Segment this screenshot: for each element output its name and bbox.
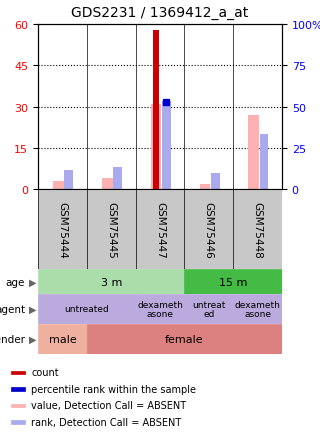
Bar (64, 171, 73, 190)
Text: gender: gender (0, 334, 25, 344)
Bar (153, 30, 159, 190)
Text: untreated: untreated (64, 305, 109, 314)
Bar (87, 324, 282, 354)
Text: dexameth
asone: dexameth asone (137, 300, 183, 319)
Bar (11, 404, 25, 407)
Text: untreat
ed: untreat ed (192, 300, 226, 319)
Bar (136, 190, 184, 270)
Bar (11, 421, 25, 424)
Bar (38, 190, 87, 270)
Bar (200, 184, 210, 190)
Text: female: female (165, 334, 204, 344)
Text: ▶: ▶ (29, 277, 37, 287)
Text: count: count (31, 368, 59, 378)
Bar (233, 294, 282, 324)
Bar (184, 294, 233, 324)
Text: male: male (49, 334, 76, 344)
Bar (11, 371, 25, 375)
Text: percentile rank within the sample: percentile rank within the sample (31, 384, 196, 394)
Text: dexameth
asone: dexameth asone (235, 300, 281, 319)
Text: GDS2231 / 1369412_a_at: GDS2231 / 1369412_a_at (71, 6, 249, 20)
Bar (38, 294, 136, 324)
Text: age: age (6, 277, 25, 287)
Text: agent: agent (0, 304, 25, 314)
Bar (38, 270, 184, 294)
Text: GSM75447: GSM75447 (155, 201, 165, 258)
Text: ▶: ▶ (29, 304, 37, 314)
Bar (211, 173, 220, 190)
Bar (184, 190, 233, 270)
Text: value, Detection Call = ABSENT: value, Detection Call = ABSENT (31, 401, 187, 411)
Bar (184, 270, 282, 294)
Bar (38, 324, 87, 354)
Text: GSM75446: GSM75446 (204, 201, 214, 258)
Bar (260, 135, 268, 190)
Text: 3 m: 3 m (100, 277, 122, 287)
Bar (102, 178, 113, 190)
Bar (87, 190, 136, 270)
Bar (53, 181, 64, 190)
Bar (151, 105, 162, 190)
Bar (248, 115, 259, 190)
Bar (113, 168, 122, 190)
Text: GSM75444: GSM75444 (57, 201, 68, 258)
Text: rank, Detection Call = ABSENT: rank, Detection Call = ABSENT (31, 417, 182, 427)
Text: 15 m: 15 m (219, 277, 247, 287)
Text: GSM75448: GSM75448 (252, 201, 263, 258)
Text: GSM75445: GSM75445 (106, 201, 116, 258)
Bar (136, 294, 184, 324)
Bar (11, 388, 25, 391)
Bar (233, 190, 282, 270)
Text: ▶: ▶ (29, 334, 37, 344)
Bar (162, 102, 171, 190)
